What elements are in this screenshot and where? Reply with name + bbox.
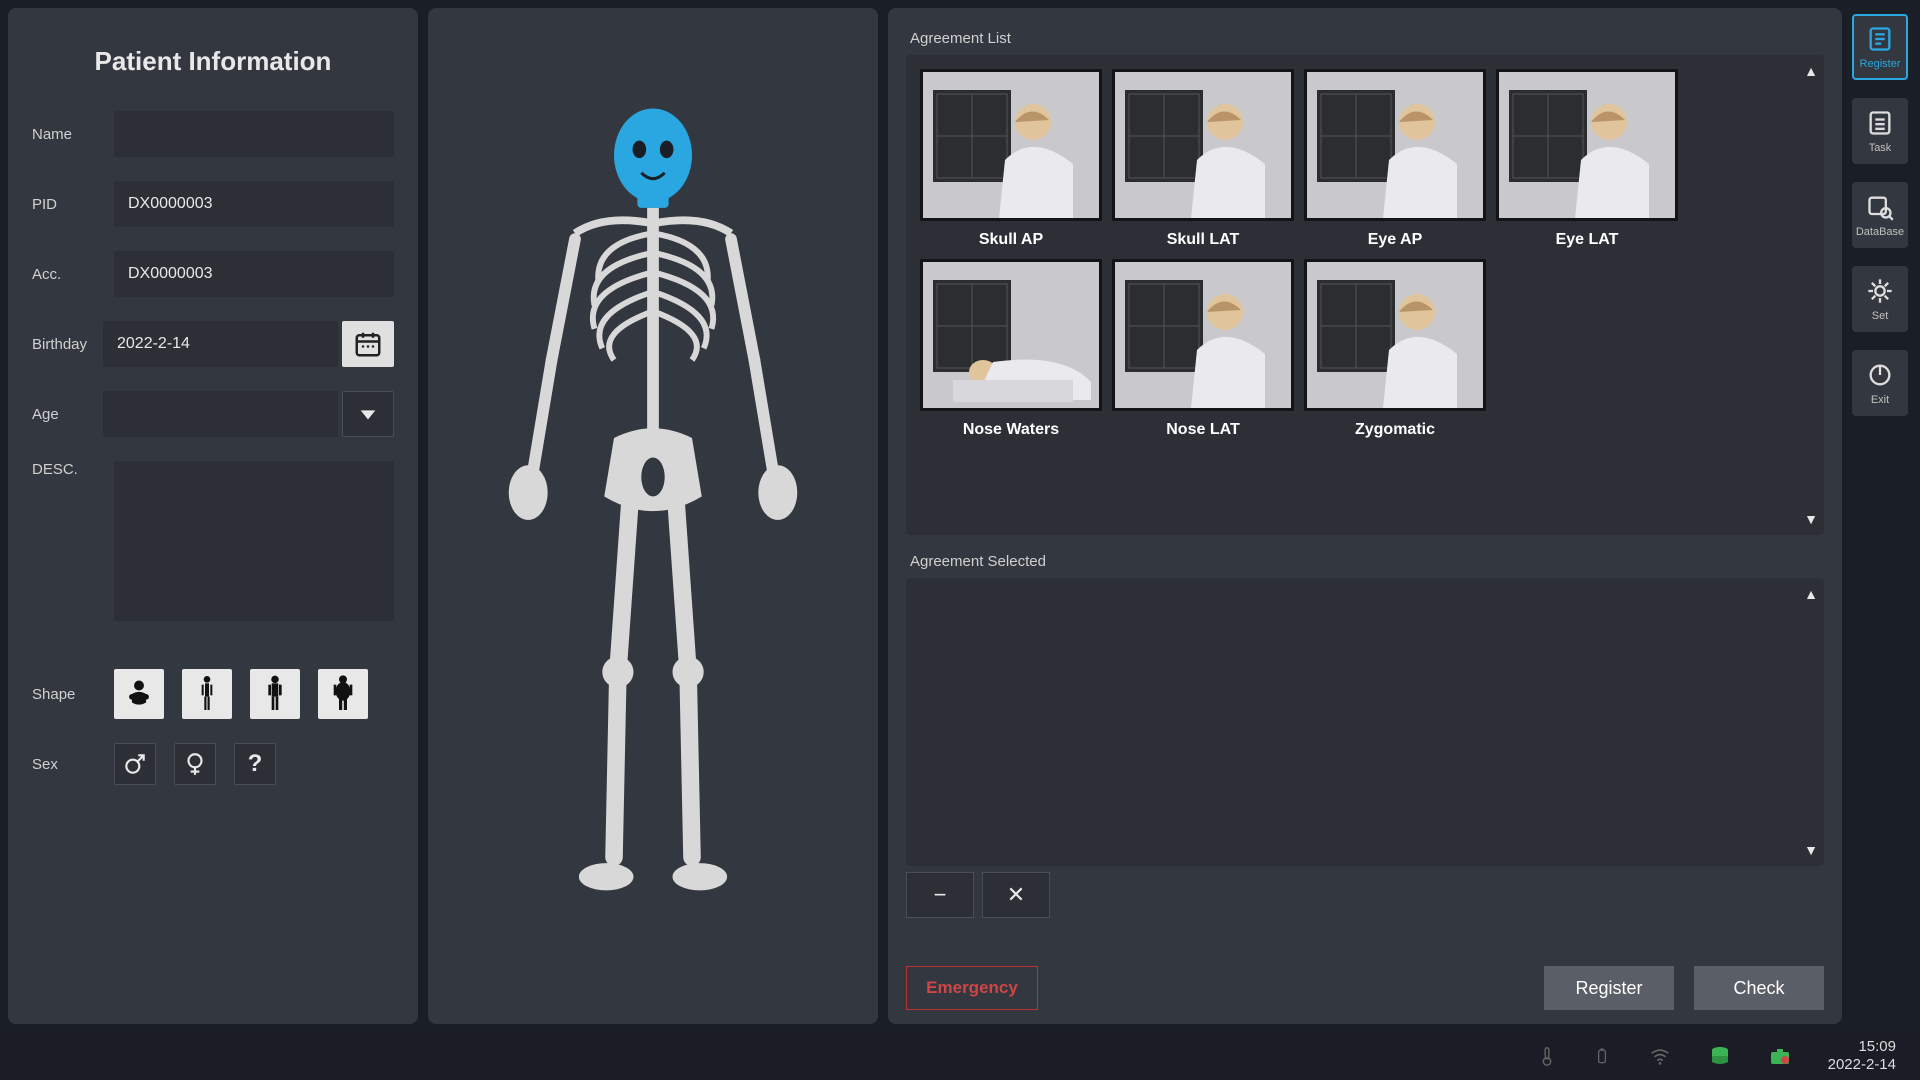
thumb-label: Nose Waters (963, 421, 1059, 439)
birthday-label: Birthday (32, 336, 103, 353)
pid-label: PID (32, 196, 114, 213)
side-nav: Register Task DataBase Set Exit (1852, 8, 1912, 1024)
status-bar: 15:09 2022-2-14 (0, 1032, 1920, 1080)
thumb-image (1304, 69, 1486, 221)
skeleton-diagram[interactable] (458, 81, 848, 951)
thumb-label: Skull AP (979, 231, 1043, 249)
sex-male-button[interactable] (114, 743, 156, 785)
patient-info-panel: Patient Information Name PID Acc. Birthd… (8, 8, 418, 1024)
gear-icon (1865, 276, 1895, 306)
thumb-image (1112, 69, 1294, 221)
agreement-thumb[interactable]: Skull LAT (1112, 69, 1294, 249)
emergency-button[interactable]: Emergency (906, 966, 1038, 1010)
remove-button[interactable]: − (906, 872, 974, 918)
thumb-label: Nose LAT (1166, 421, 1239, 439)
clear-button[interactable]: ✕ (982, 872, 1050, 918)
shape-infant-button[interactable] (114, 669, 164, 719)
check-button[interactable]: Check (1694, 966, 1824, 1010)
database-search-icon (1865, 192, 1895, 222)
nav-task-label: Task (1869, 142, 1892, 154)
selected-scroll-down[interactable]: ▼ (1804, 842, 1818, 858)
database-status-icon (1708, 1044, 1732, 1068)
agreements-panel: Agreement List ▲ Skull AP Skull LAT Eye AP… (888, 8, 1842, 1024)
skeleton-panel (428, 8, 878, 1024)
agreement-list-title: Agreement List (910, 30, 1824, 47)
nav-database[interactable]: DataBase (1852, 182, 1908, 248)
nav-set-label: Set (1872, 310, 1889, 322)
shape-thin-button[interactable] (182, 669, 232, 719)
shape-label: Shape (32, 686, 114, 703)
agreement-thumb[interactable]: Eye AP (1304, 69, 1486, 249)
toolbox-status-icon (1766, 1044, 1794, 1068)
nav-register-label: Register (1860, 58, 1901, 70)
infant-icon (122, 677, 156, 711)
sex-label: Sex (32, 756, 114, 773)
thumb-image (1112, 259, 1294, 411)
nav-exit[interactable]: Exit (1852, 350, 1908, 416)
patient-info-title: Patient Information (32, 46, 394, 77)
x-icon: ✕ (1007, 882, 1025, 908)
name-label: Name (32, 126, 114, 143)
clock-time: 15:09 (1828, 1038, 1896, 1056)
selected-scroll-up[interactable]: ▲ (1804, 586, 1818, 602)
nav-database-label: DataBase (1856, 226, 1904, 238)
thumb-image (1304, 259, 1486, 411)
thumb-label: Eye LAT (1556, 231, 1619, 249)
age-dropdown-button[interactable] (342, 391, 394, 437)
agreement-selected-box: ▲ ▼ (906, 578, 1824, 866)
pid-input[interactable] (114, 181, 394, 227)
calendar-button[interactable] (342, 321, 394, 367)
male-icon (122, 751, 148, 777)
thermometer-icon (1536, 1042, 1558, 1070)
agreement-thumb[interactable]: Nose LAT (1112, 259, 1294, 439)
register-button[interactable]: Register (1544, 966, 1674, 1010)
agreement-thumb[interactable]: Skull AP (920, 69, 1102, 249)
thumb-label: Skull LAT (1167, 231, 1240, 249)
age-label: Age (32, 406, 103, 423)
desc-input[interactable] (114, 461, 394, 621)
thumb-image (920, 259, 1102, 411)
minus-icon: − (934, 882, 947, 908)
list-scroll-down[interactable]: ▼ (1804, 511, 1818, 527)
agreement-thumb[interactable]: Eye LAT (1496, 69, 1678, 249)
thumb-image (1496, 69, 1678, 221)
chevron-down-icon (357, 403, 379, 425)
nav-exit-label: Exit (1871, 394, 1889, 406)
wifi-icon (1646, 1045, 1674, 1067)
thin-person-icon (190, 674, 224, 714)
age-input[interactable] (103, 391, 338, 437)
medium-person-icon (258, 674, 292, 714)
task-icon (1865, 108, 1895, 138)
thumb-label: Eye AP (1368, 231, 1423, 249)
calendar-icon (353, 329, 383, 359)
nav-set[interactable]: Set (1852, 266, 1908, 332)
birthday-input[interactable] (103, 321, 338, 367)
thumb-label: Zygomatic (1355, 421, 1435, 439)
sex-unknown-button[interactable]: ? (234, 743, 276, 785)
list-scroll-up[interactable]: ▲ (1804, 63, 1818, 79)
power-icon (1865, 360, 1895, 390)
agreement-thumb[interactable]: Zygomatic (1304, 259, 1486, 439)
shape-medium-button[interactable] (250, 669, 300, 719)
acc-input[interactable] (114, 251, 394, 297)
sex-female-button[interactable] (174, 743, 216, 785)
acc-label: Acc. (32, 266, 114, 283)
clock: 15:09 2022-2-14 (1828, 1038, 1896, 1074)
nav-task[interactable]: Task (1852, 98, 1908, 164)
female-icon (182, 751, 208, 777)
desc-label: DESC. (32, 461, 114, 478)
battery-icon (1592, 1042, 1612, 1070)
nav-register[interactable]: Register (1852, 14, 1908, 80)
shape-large-button[interactable] (318, 669, 368, 719)
agreement-list: ▲ Skull AP Skull LAT Eye AP Eye LAT Nose Wat… (906, 55, 1824, 535)
agreement-selected-title: Agreement Selected (910, 553, 1824, 570)
agreement-thumb[interactable]: Nose Waters (920, 259, 1102, 439)
thumb-image (920, 69, 1102, 221)
register-icon (1865, 24, 1895, 54)
question-icon: ? (248, 750, 263, 778)
clock-date: 2022-2-14 (1828, 1056, 1896, 1074)
large-person-icon (325, 674, 361, 714)
name-input[interactable] (114, 111, 394, 157)
